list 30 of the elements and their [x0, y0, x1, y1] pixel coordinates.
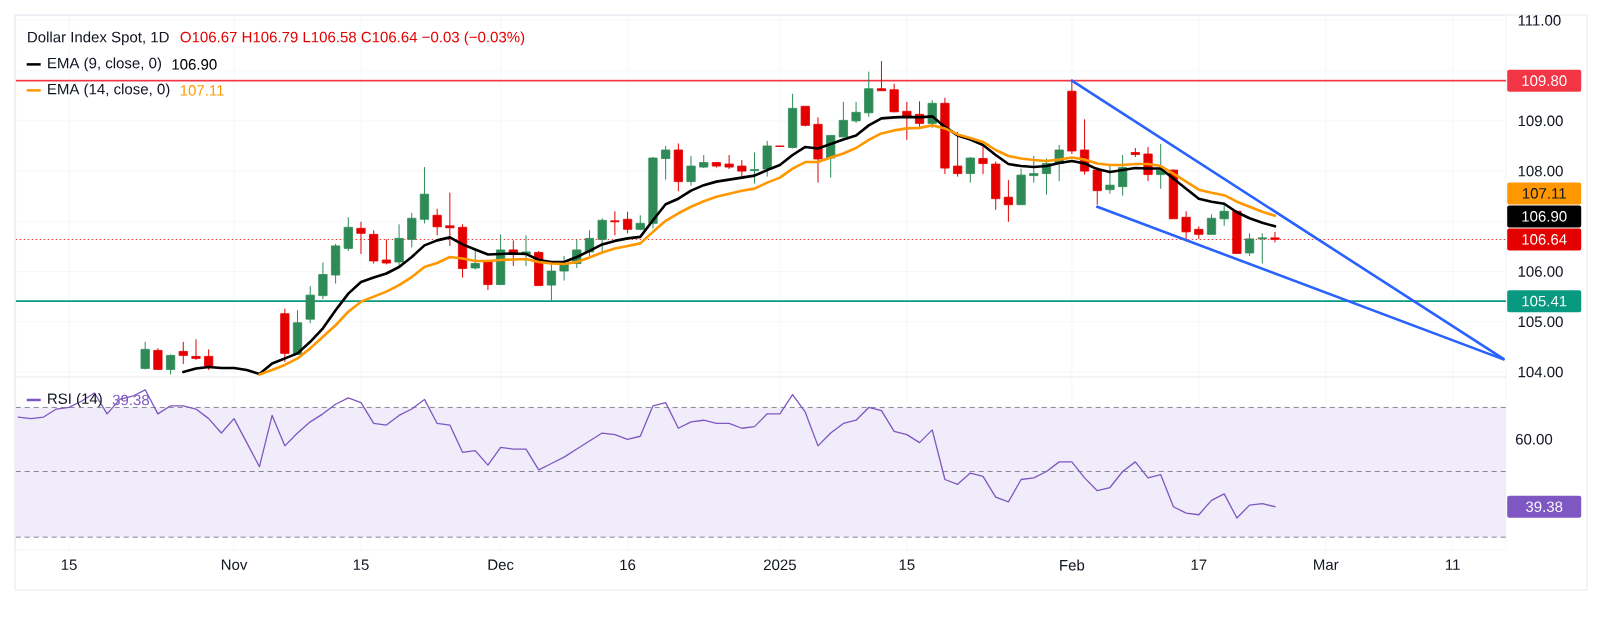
ref-line-label: 105.41: [1522, 295, 1567, 307]
x-tick-label: Dec: [488, 559, 514, 570]
y-tick-label: 108.00: [1518, 165, 1563, 177]
text: 107.11: [1522, 188, 1566, 199]
text: Dollar Index Spot, 1D: [28, 31, 169, 46]
y-tick-label: 104.00: [1518, 366, 1563, 378]
x-tick-label: Nov: [221, 559, 248, 570]
x-tick-label: 16: [620, 559, 636, 571]
x-tick-label: 15: [353, 559, 369, 570]
y-tick-label: 105.00: [1518, 316, 1563, 328]
x-tick-label: 11: [1446, 559, 1460, 570]
annotation: 107.11: [180, 85, 224, 96]
text: 60.00: [1515, 433, 1553, 445]
x-tick-label: 17: [1191, 559, 1207, 570]
x-tick-label: Feb: [1060, 559, 1085, 571]
x-tick-label: 2025: [763, 559, 796, 571]
legend-label: EMA (9, close, 0): [48, 57, 161, 72]
text: 106.90: [1522, 211, 1567, 222]
text: O106.67 H106.79 L106.58 C106.64 −0.03 (−0.03%): [180, 31, 525, 46]
legend-label: EMA (14, close, 0): [48, 83, 170, 98]
x-tick-label: 15: [61, 559, 77, 570]
x-tick-label: Mar: [1314, 559, 1339, 570]
ref-line-label: 106.64: [1522, 234, 1567, 245]
y-tick-label: 111.00: [1518, 15, 1561, 26]
annotation: 106.90: [172, 59, 217, 70]
text: 39.38: [1526, 501, 1563, 513]
ref-line-label: 109.80: [1522, 75, 1567, 86]
y-tick-label: 106.00: [1518, 266, 1563, 277]
y-tick-label: 109.00: [1518, 115, 1563, 127]
x-tick-label: 15: [899, 559, 915, 570]
